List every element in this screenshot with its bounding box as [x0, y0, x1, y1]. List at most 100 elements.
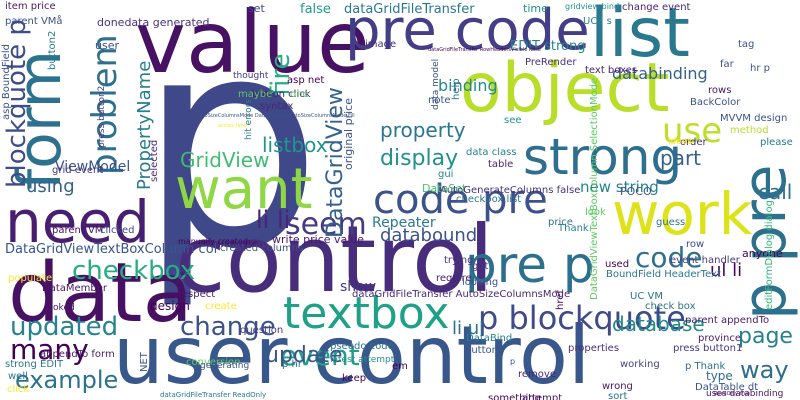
cloud-word: wrong [602, 382, 633, 392]
cloud-word: GridView [180, 150, 269, 170]
cloud-word: call [758, 182, 792, 202]
cloud-word: Repeater [372, 216, 436, 230]
cloud-word: way [740, 358, 789, 382]
cloud-word: clicked [100, 226, 135, 236]
cloud-word: remove [518, 370, 556, 380]
cloud-word: please [760, 138, 793, 148]
cloud-word: parent appendTo [685, 316, 769, 326]
cloud-word: AutoSizeColumnsMode DataGridViewAutoSize… [196, 114, 355, 119]
cloud-word: DataGridViewTextBoxColumn SelectionMode [590, 78, 600, 300]
cloud-word: sort [608, 392, 627, 400]
cloud-word: syntax [260, 102, 293, 112]
cloud-word: got [472, 262, 488, 272]
cloud-word: editFormDialog dialog [765, 200, 775, 310]
cloud-word: user [95, 40, 119, 51]
cloud-word: row [686, 240, 704, 250]
cloud-word: attempt [522, 394, 562, 400]
cloud-word: pseudo code [330, 342, 394, 352]
cloud-word: selected [150, 140, 160, 182]
cloud-word: POCO [620, 186, 652, 197]
cloud-word: asp BoundField [2, 44, 12, 120]
cloud-word: across time [218, 124, 247, 129]
cloud-word: p Thank [685, 362, 725, 372]
cloud-word: working [620, 360, 660, 370]
cloud-word: DataBind [466, 334, 512, 344]
cloud-word: dataGridFileTransfer AutoSizeColumnsMode [352, 290, 570, 300]
cloud-word: BackColor [690, 98, 740, 108]
cloud-word: false [300, 3, 331, 16]
cloud-word: NET [140, 352, 150, 372]
cloud-word: image [365, 40, 396, 50]
cloud-word: ReadOnly true [714, 392, 750, 397]
cloud-word: trying [444, 256, 473, 266]
cloud-word: maybe [238, 90, 272, 100]
cloud-word: gui [438, 170, 453, 180]
cloud-word: property [380, 120, 466, 140]
cloud-word: li li [256, 208, 290, 232]
cloud-word: create [205, 302, 237, 312]
cloud-word: check box [645, 302, 696, 312]
cloud-word: thought [233, 72, 268, 81]
cloud-word: var [180, 272, 188, 277]
cloud-word: properties [568, 344, 619, 354]
cloud-word: hit errors [245, 99, 254, 140]
cloud-word: latest attempt [330, 356, 394, 365]
cloud-word: PreRender [525, 58, 577, 68]
cloud-word: dataGridFileTransfer RowHeadersVisible f… [428, 48, 541, 53]
cloud-word: help [452, 78, 462, 100]
cloud-word: donedata generated [97, 17, 210, 28]
cloud-word: table [488, 160, 513, 170]
cloud-word: hr p [750, 64, 770, 74]
cloud-word: listbox [262, 135, 328, 155]
cloud-word: BoundField HeaderText [606, 270, 721, 280]
cloud-word: strong EDIT [5, 360, 63, 370]
cloud-word: well [8, 372, 28, 382]
cloud-word: populate [8, 274, 52, 284]
cloud-word: event handler [670, 256, 740, 266]
cloud-word: item price [5, 2, 56, 12]
cloud-word: em [392, 362, 408, 372]
cloud-word: tag [738, 40, 754, 50]
cloud-word: asp net [287, 76, 324, 86]
cloud-word: MVVM design [720, 114, 787, 124]
cloud-word: UCå s [583, 17, 612, 27]
cloud-word: checkbox [72, 258, 195, 284]
cloud-word: rows [708, 86, 731, 96]
cloud-word: looking [462, 278, 498, 288]
cloud-word: data model [432, 59, 441, 110]
cloud-word: keep [342, 374, 366, 384]
cloud-word: data class [466, 148, 517, 158]
cloud-word: ideas [668, 138, 692, 147]
cloud-word: dataGridFileTransfer ReadOnly [160, 392, 266, 399]
cloud-word: guess [656, 218, 685, 228]
cloud-word: original price [343, 98, 354, 170]
cloud-word: button2 [48, 31, 58, 70]
cloud-word: far [720, 60, 734, 70]
cloud-word: strong [523, 132, 682, 182]
cloud-word: change event [622, 3, 690, 13]
cloud-word: parent VM [52, 226, 103, 236]
cloud-word: set [248, 3, 265, 14]
cloud-word: looked [45, 304, 75, 313]
cloud-word: page [738, 326, 793, 348]
cloud-word: button [465, 346, 498, 356]
cloud-word: dataGridFileTransfer [344, 3, 475, 16]
cloud-word: respect [178, 290, 215, 300]
cloud-word: p hr [282, 360, 302, 370]
cloud-word: click [7, 385, 29, 395]
cloud-word: design [150, 300, 190, 312]
cloud-word: example [15, 368, 118, 392]
cloud-word: question [240, 326, 283, 336]
cloud-word: checkbox list [456, 195, 521, 205]
cloud-word: gridview bind [565, 3, 619, 11]
cloud-word: see [504, 116, 522, 126]
cloud-word: display [380, 148, 458, 170]
cloud-word: anyone [742, 248, 783, 259]
cloud-word: text boxes [585, 66, 637, 76]
cloud-word: part [660, 148, 701, 168]
cloud-word: parent VMå [5, 17, 63, 27]
cloud-word: press button1 [673, 344, 742, 354]
cloud-word: used [605, 260, 629, 270]
cloud-word: grid event [52, 166, 103, 176]
